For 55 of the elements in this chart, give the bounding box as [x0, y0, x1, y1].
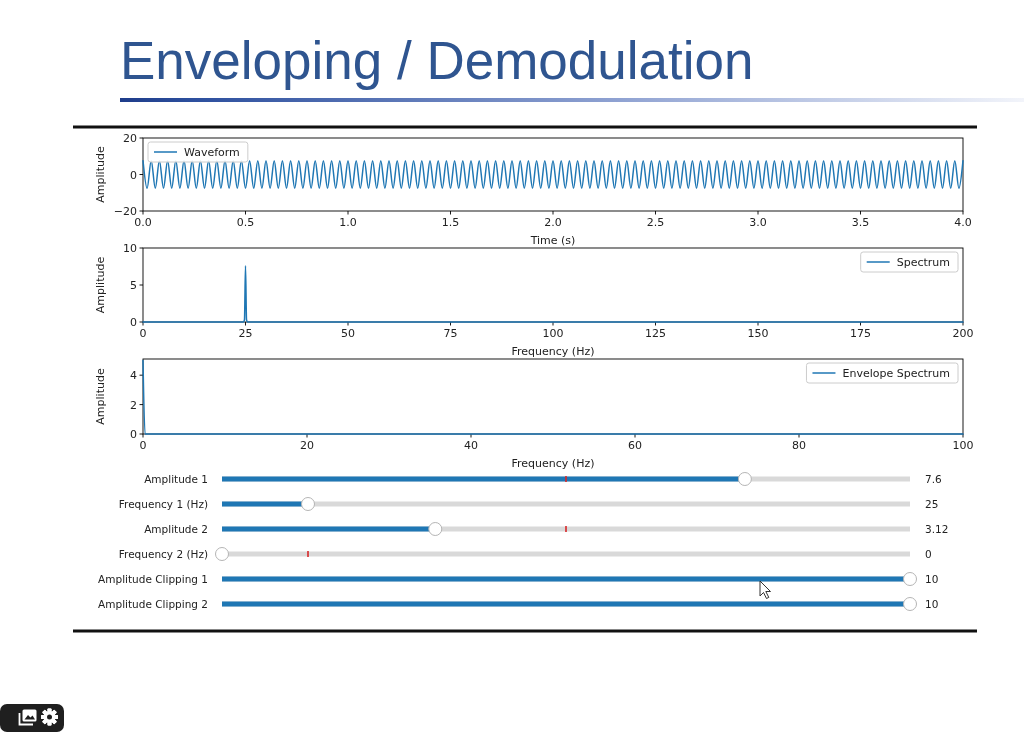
x-axis-title: Frequency (Hz) — [511, 345, 595, 358]
x-axis-title: Frequency (Hz) — [511, 457, 595, 470]
category-label: Amplitude Clipping 2 — [98, 598, 208, 610]
x-tick-label: 50 — [341, 327, 355, 340]
x-tick-label: 0 — [139, 327, 147, 340]
y-tick-label: −20 — [113, 205, 137, 218]
x-tick-label: 100 — [952, 439, 974, 452]
category-label: Frequency 1 (Hz) — [118, 498, 208, 510]
x-tick-label: 1.0 — [339, 216, 357, 229]
y-tick-label: 5 — [130, 279, 137, 292]
x-tick-label: 25 — [238, 327, 253, 340]
x-tick-label: 1.5 — [441, 216, 460, 229]
x-tick-label: 175 — [850, 327, 871, 340]
category-label: Amplitude 1 — [144, 473, 208, 485]
data-label: 25 — [925, 498, 939, 510]
data-label: 3.12 — [925, 523, 949, 535]
x-tick-label: 3.5 — [851, 216, 870, 229]
x-tick-label: 75 — [443, 327, 458, 340]
y-tick-label: 0 — [130, 316, 137, 329]
category-label: Frequency 2 (Hz) — [118, 548, 208, 560]
data-label: 0 — [925, 548, 932, 560]
y-tick-label: 4 — [130, 369, 137, 383]
x-tick-label: 2.0 — [544, 216, 562, 229]
data-label: 10 — [925, 598, 939, 610]
data-label: 10 — [925, 573, 939, 585]
x-tick-label: 100 — [542, 327, 564, 340]
legend-label: Envelope Spectrum — [842, 367, 951, 380]
y-axis-title: Amplitude — [94, 256, 107, 314]
y-tick-label: 10 — [123, 242, 137, 255]
x-tick-label: 4.0 — [954, 216, 972, 229]
x-tick-label: 3.0 — [749, 216, 767, 229]
x-tick-label: 2.5 — [646, 216, 665, 229]
y-tick-label: 0 — [130, 168, 137, 182]
x-tick-label: 0.0 — [134, 216, 152, 229]
y-axis-title: Amplitude — [94, 368, 107, 425]
x-tick-label: 40 — [464, 439, 478, 452]
legend-label: Waveform — [184, 146, 240, 159]
y-tick-label: 20 — [123, 132, 137, 145]
chart-title: Enveloping / Demodulation — [120, 31, 754, 90]
y-tick-label: 2 — [130, 398, 137, 412]
category-label: Amplitude 2 — [144, 523, 208, 535]
x-tick-label: 150 — [747, 327, 769, 340]
x-tick-label: 125 — [645, 327, 666, 340]
x-tick-label: 0 — [139, 439, 147, 452]
legend-label: Spectrum — [896, 256, 951, 269]
y-axis-title: Amplitude — [94, 146, 107, 203]
x-tick-label: 0.5 — [236, 216, 255, 229]
x-tick-label: 200 — [952, 327, 974, 340]
y-tick-label: 0 — [130, 428, 137, 441]
x-axis-title: Time (s) — [529, 234, 576, 247]
category-label: Amplitude Clipping 1 — [98, 573, 208, 585]
x-tick-label: 60 — [628, 439, 642, 452]
x-tick-label: 80 — [792, 439, 806, 452]
x-tick-label: 20 — [300, 439, 314, 452]
data-label: 7.6 — [925, 473, 943, 485]
